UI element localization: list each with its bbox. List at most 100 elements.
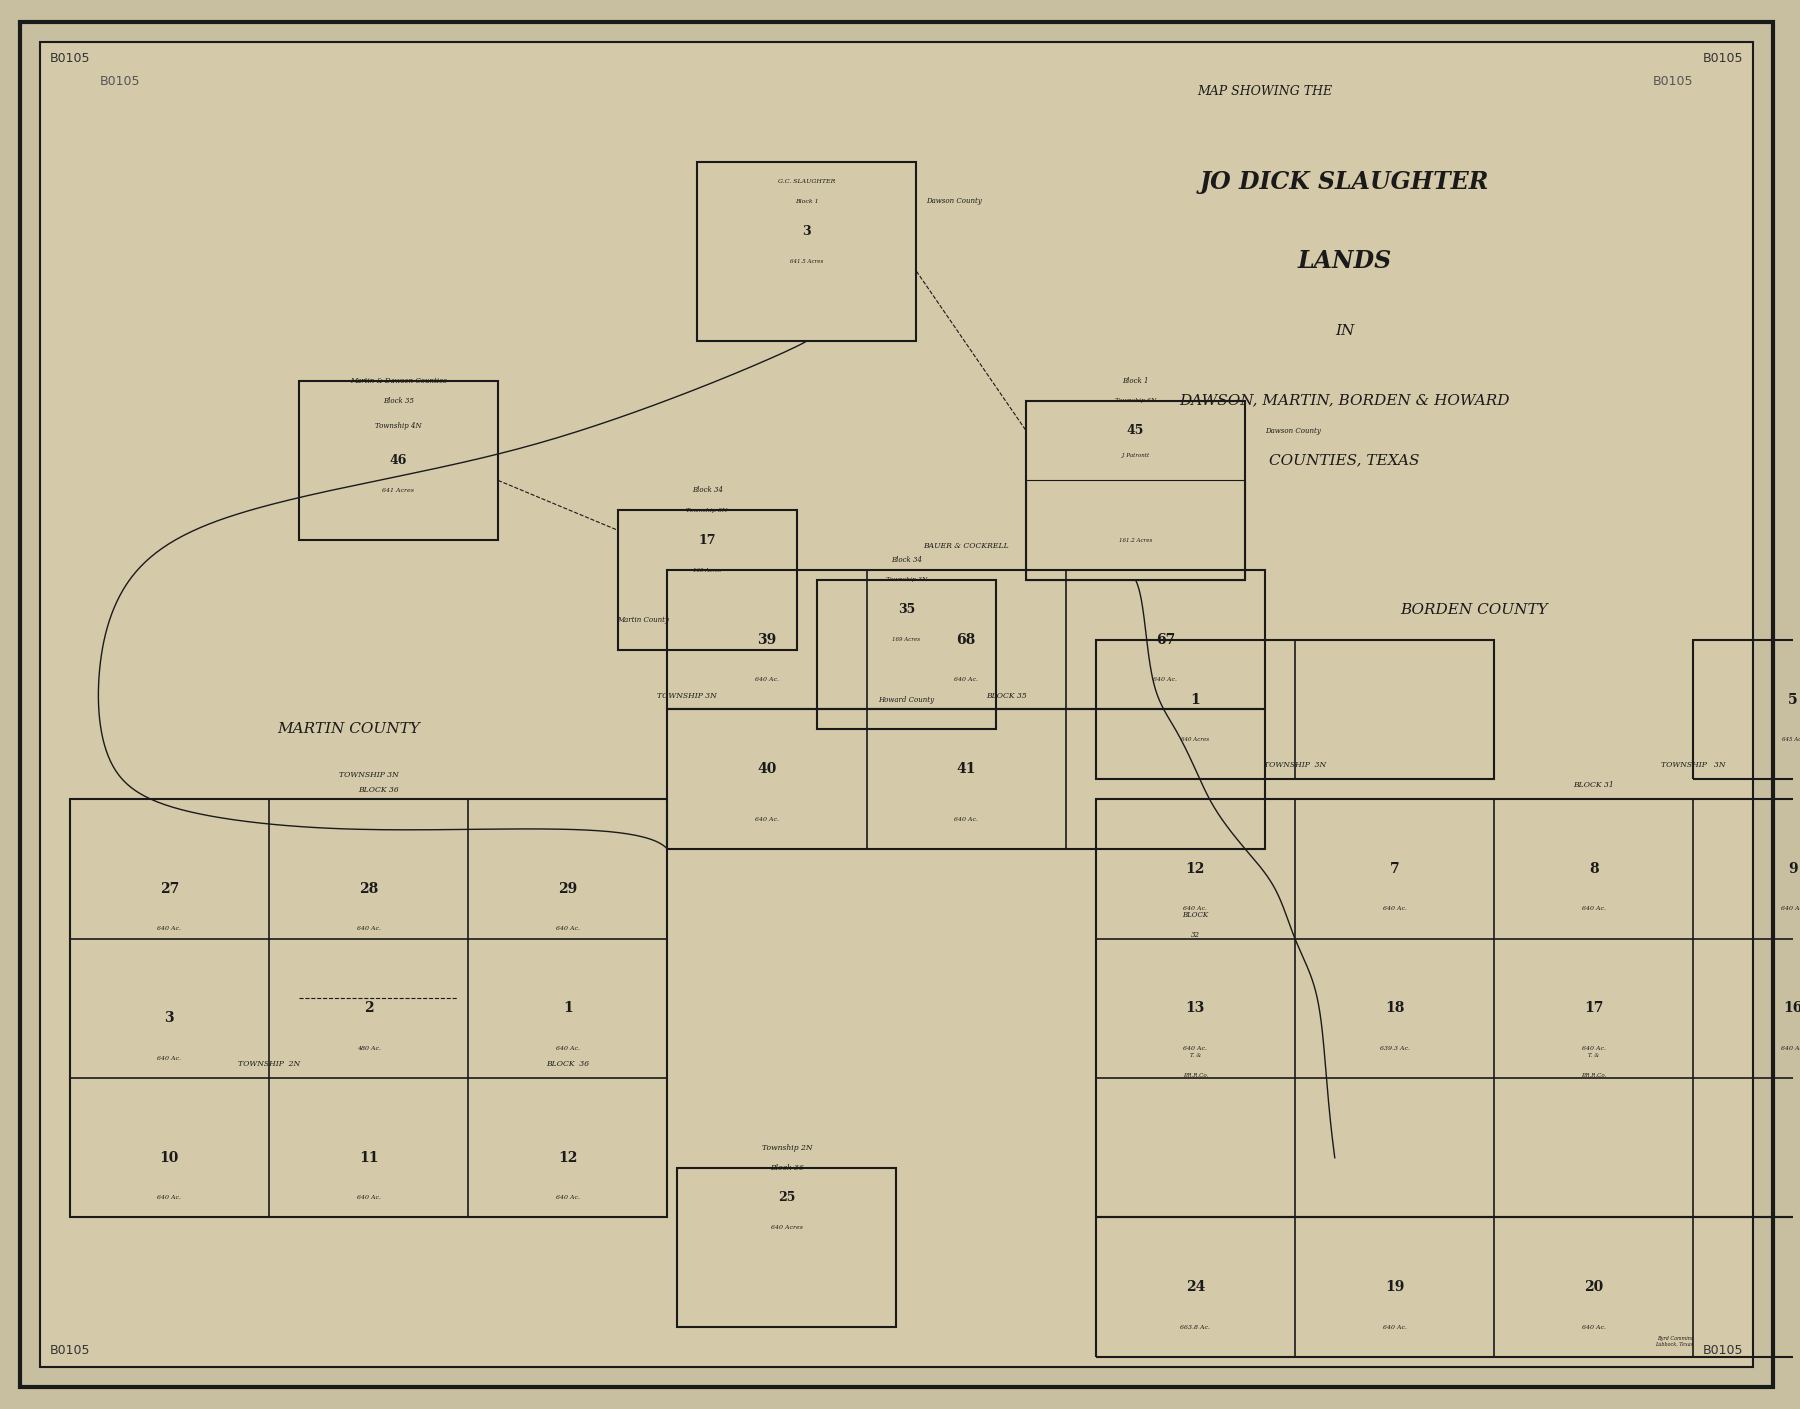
Text: 5: 5 [1787, 692, 1798, 706]
Text: 640 Ac.: 640 Ac. [157, 1195, 182, 1200]
Text: TOWNSHIP  2N: TOWNSHIP 2N [238, 1060, 301, 1068]
Text: TOWNSHIP  3N: TOWNSHIP 3N [1264, 761, 1327, 769]
Bar [677, 1168, 896, 1327]
Text: LANDS: LANDS [1298, 249, 1391, 273]
Bar [70, 799, 668, 1217]
Text: 35: 35 [898, 603, 914, 616]
Text: JO DICK SLAUGHTER: JO DICK SLAUGHTER [1201, 169, 1489, 193]
Text: 640 Ac.: 640 Ac. [1582, 906, 1606, 912]
Text: 25: 25 [778, 1191, 796, 1205]
Text: Block 34: Block 34 [891, 557, 922, 564]
Text: 9: 9 [1787, 862, 1798, 876]
Text: Block 34: Block 34 [691, 486, 724, 495]
Text: 640 Ac.: 640 Ac. [1780, 1045, 1800, 1051]
Bar [1096, 1217, 1800, 1357]
Text: 640 Ac.: 640 Ac. [556, 1195, 580, 1200]
Text: BAUER & COCKRELL: BAUER & COCKRELL [923, 542, 1010, 550]
Text: DAWSON, MARTIN, BORDEN & HOWARD: DAWSON, MARTIN, BORDEN & HOWARD [1179, 393, 1510, 407]
Text: BLOCK  36: BLOCK 36 [545, 1060, 589, 1068]
Text: 640 Ac.: 640 Ac. [556, 926, 580, 931]
Text: 11: 11 [358, 1151, 378, 1165]
Bar [668, 710, 1265, 850]
Text: 169 Acres: 169 Acres [893, 637, 920, 643]
Text: TOWNSHIP   3N: TOWNSHIP 3N [1661, 761, 1726, 769]
Text: Township 2N: Township 2N [761, 1144, 812, 1151]
Text: 28: 28 [358, 882, 378, 896]
Text: 41: 41 [956, 762, 976, 776]
Text: BORDEN COUNTY: BORDEN COUNTY [1400, 603, 1548, 617]
Text: 640 Acres: 640 Acres [770, 1224, 803, 1230]
Bar [1026, 400, 1246, 581]
Text: 641 Acres: 641 Acres [382, 488, 414, 493]
Text: Block 1: Block 1 [796, 199, 819, 204]
Text: 10: 10 [160, 1151, 178, 1165]
Text: 640 Ac.: 640 Ac. [1382, 1324, 1406, 1330]
Text: 12: 12 [1186, 862, 1204, 876]
Text: Block 1: Block 1 [1123, 376, 1148, 385]
Text: 19: 19 [1384, 1281, 1404, 1295]
Text: 40: 40 [758, 762, 776, 776]
Text: BLOCK 36: BLOCK 36 [358, 786, 400, 795]
Text: B0105: B0105 [99, 76, 140, 89]
Text: 663.8 Ac.: 663.8 Ac. [1181, 1324, 1210, 1330]
Text: Martin County: Martin County [617, 616, 670, 624]
Text: 16: 16 [1784, 1002, 1800, 1016]
Text: 1: 1 [563, 1002, 572, 1016]
Text: Township 6N: Township 6N [1114, 399, 1156, 403]
Bar [817, 581, 995, 730]
Bar [1026, 480, 1246, 581]
Text: 640 Ac.: 640 Ac. [1154, 678, 1177, 682]
Text: 640 Ac.: 640 Ac. [1582, 1324, 1606, 1330]
Text: 1: 1 [1190, 692, 1201, 706]
Text: 640 Ac.: 640 Ac. [954, 678, 977, 682]
Text: BLOCK 35: BLOCK 35 [986, 692, 1026, 699]
Text: 640 Ac.: 640 Ac. [1780, 906, 1800, 912]
Text: 46: 46 [391, 454, 407, 466]
Text: 639.3 Ac.: 639.3 Ac. [1379, 1045, 1409, 1051]
Text: 640 Ac.: 640 Ac. [1582, 1045, 1606, 1051]
Text: Township 3N: Township 3N [686, 507, 727, 513]
Text: B0105: B0105 [50, 52, 90, 65]
Text: G.C. SLAUGHTER: G.C. SLAUGHTER [778, 179, 835, 185]
Text: Martin & Dawson Counties: Martin & Dawson Counties [349, 376, 446, 385]
Text: 640 Ac.: 640 Ac. [754, 817, 779, 821]
Text: Howard County: Howard County [878, 696, 934, 703]
Text: 27: 27 [160, 882, 178, 896]
Text: Block 36: Block 36 [770, 1164, 805, 1172]
Bar [697, 162, 916, 341]
Text: BLOCK: BLOCK [1183, 910, 1208, 919]
Text: Dawson County: Dawson County [927, 197, 983, 206]
Bar [1096, 640, 1494, 779]
Text: 640 Ac.: 640 Ac. [157, 926, 182, 931]
Bar [668, 571, 1265, 710]
Text: T. &: T. & [1190, 1053, 1201, 1058]
Text: Byrd Cammins
Lubbock, Texas: Byrd Cammins Lubbock, Texas [1656, 1336, 1694, 1347]
Text: 640 Ac.: 640 Ac. [157, 1055, 182, 1061]
Text: 8: 8 [1589, 862, 1598, 876]
Text: J. Patrontt: J. Patrontt [1121, 452, 1150, 458]
Text: 3: 3 [164, 1012, 175, 1026]
Text: Block 35: Block 35 [383, 397, 414, 404]
Text: 20: 20 [1584, 1281, 1604, 1295]
Text: 13: 13 [1186, 1002, 1204, 1016]
Text: P.R.R.Co.: P.R.R.Co. [1580, 1074, 1606, 1078]
Text: B0105: B0105 [1703, 52, 1742, 65]
Bar [1694, 640, 1800, 779]
Text: 645 Ac.: 645 Ac. [1782, 737, 1800, 743]
Text: 640 Ac.: 640 Ac. [1183, 1045, 1208, 1051]
Text: 480 Ac.: 480 Ac. [356, 1045, 380, 1051]
Text: MARTIN COUNTY: MARTIN COUNTY [277, 723, 419, 737]
Text: 640 Ac.: 640 Ac. [954, 817, 977, 821]
Text: B0105: B0105 [50, 1344, 90, 1357]
Text: Dawson County: Dawson County [1265, 427, 1321, 434]
Text: T. &: T. & [1588, 1053, 1600, 1058]
Text: 641.5 Acres: 641.5 Acres [790, 259, 824, 263]
Text: 32: 32 [1192, 930, 1201, 938]
Text: 2: 2 [364, 1002, 373, 1016]
Text: 18: 18 [1384, 1002, 1404, 1016]
Text: 640 Acres: 640 Acres [1181, 737, 1210, 743]
Text: TOWNSHIP 3N: TOWNSHIP 3N [338, 771, 398, 779]
Text: 640 Ac.: 640 Ac. [754, 678, 779, 682]
Text: 39: 39 [758, 633, 776, 647]
Text: B0105: B0105 [1703, 1344, 1742, 1357]
